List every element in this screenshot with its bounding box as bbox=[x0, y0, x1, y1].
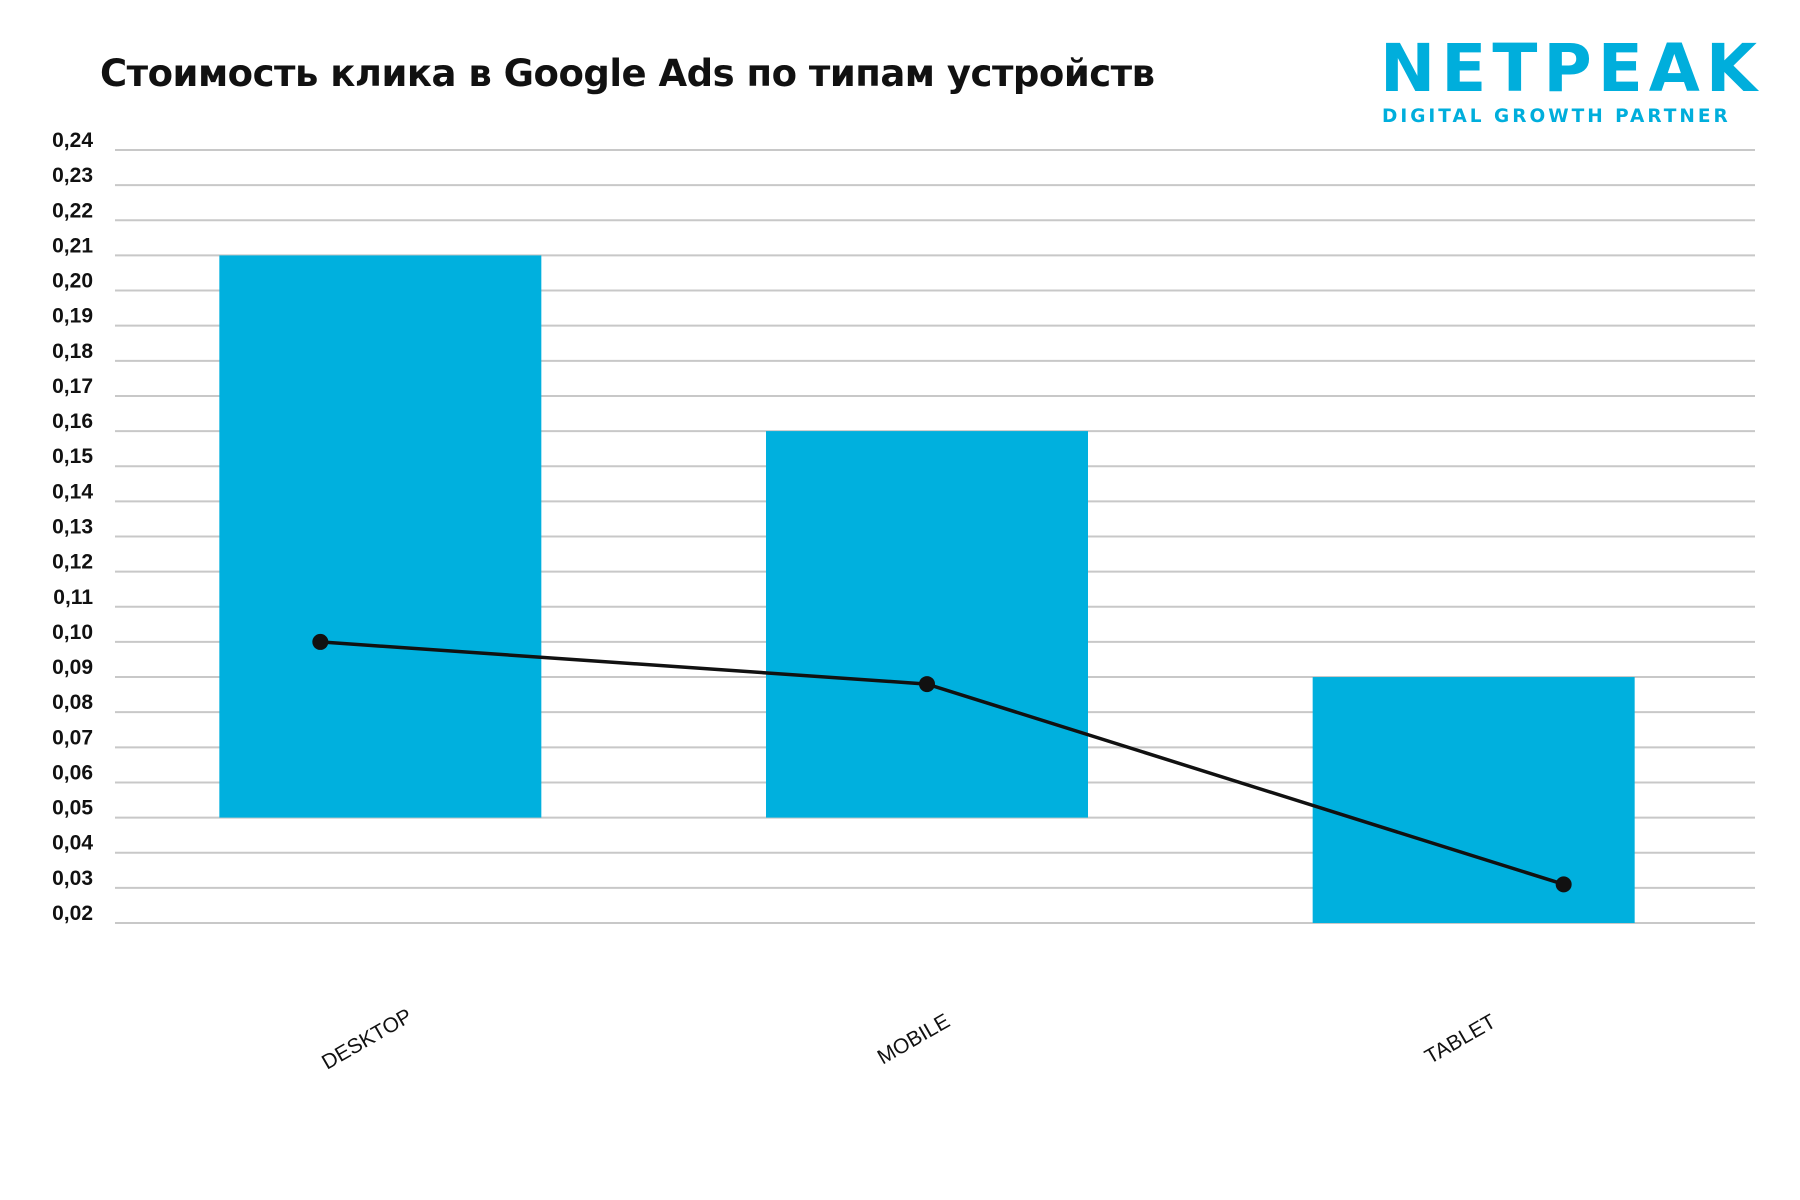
y-tick-label: 0,19 bbox=[52, 305, 93, 328]
x-tick-label: MOBILE bbox=[874, 1010, 954, 1070]
y-tick-label: 0,23 bbox=[52, 164, 93, 187]
y-tick-label: 0,21 bbox=[52, 234, 93, 257]
y-tick-label: 0,18 bbox=[52, 340, 93, 363]
y-tick-label: 0,07 bbox=[52, 726, 93, 749]
y-tick-label: 0,04 bbox=[52, 832, 93, 855]
y-tick-label: 0,12 bbox=[52, 551, 93, 574]
y-tick-label: 0,20 bbox=[52, 270, 93, 293]
y-tick-label: 0,16 bbox=[52, 410, 93, 433]
y-tick-label: 0,10 bbox=[52, 621, 93, 644]
y-tick-label: 0,08 bbox=[52, 691, 93, 714]
logo-wordmark: NETPEAK bbox=[1380, 30, 1764, 107]
x-tick-label: TABLET bbox=[1421, 1010, 1500, 1069]
y-tick-label: 0,02 bbox=[52, 902, 93, 925]
y-tick-label: 0,05 bbox=[52, 797, 93, 820]
y-tick-label: 0,09 bbox=[52, 656, 93, 679]
y-tick-label: 0,17 bbox=[52, 375, 93, 398]
line-point bbox=[919, 676, 935, 693]
y-tick-label: 0,24 bbox=[52, 129, 93, 152]
bar bbox=[766, 431, 1088, 818]
y-tick-label: 0,14 bbox=[52, 480, 93, 503]
logo-tagline: DIGITAL GROWTH PARTNER bbox=[1382, 106, 1731, 127]
y-tick-label: 0,13 bbox=[52, 516, 93, 539]
y-tick-label: 0,15 bbox=[52, 445, 93, 468]
netpeak-logo: NETPEAK DIGITAL GROWTH PARTNER bbox=[1380, 30, 1757, 130]
y-tick-label: 0,06 bbox=[52, 761, 93, 784]
chart-title: Стоимость клика в Google Ads по типам ус… bbox=[100, 52, 1155, 95]
bar bbox=[219, 255, 542, 818]
line-point bbox=[312, 633, 329, 650]
y-tick-label: 0,03 bbox=[52, 867, 93, 890]
line-point bbox=[1555, 876, 1572, 893]
bar bbox=[1312, 677, 1635, 923]
y-tick-label: 0,22 bbox=[52, 199, 93, 222]
x-tick-label: DESKTOP bbox=[318, 1004, 416, 1074]
y-tick-label: 0,11 bbox=[53, 586, 93, 609]
